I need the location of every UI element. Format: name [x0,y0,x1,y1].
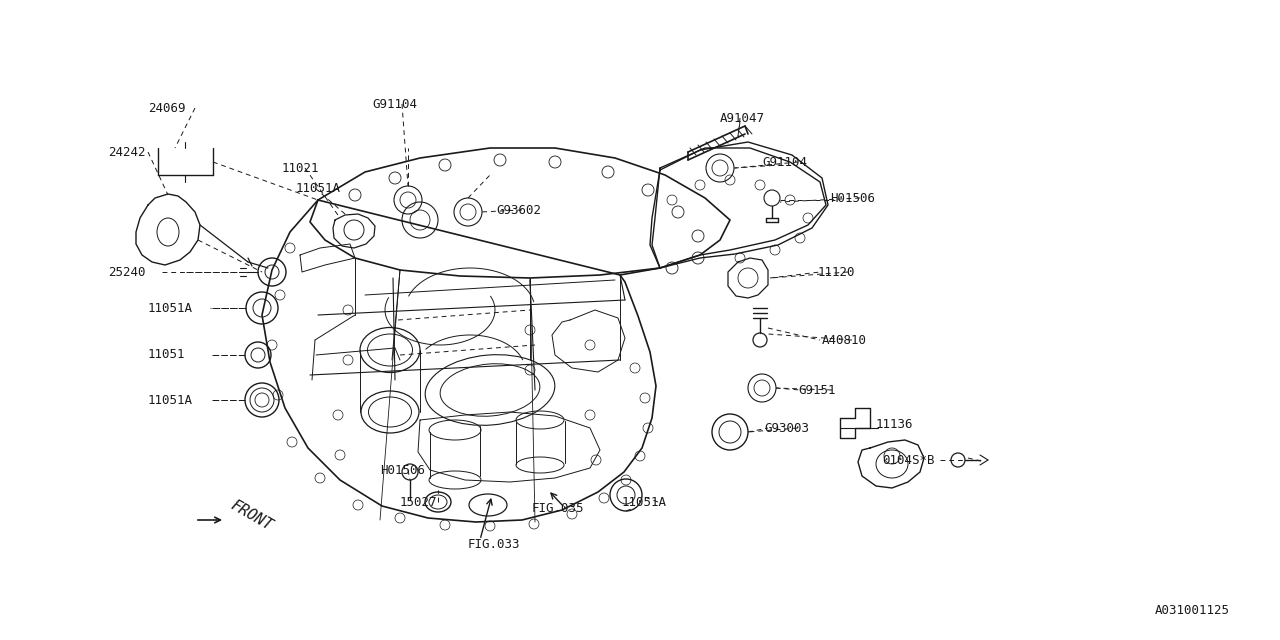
Text: G91104: G91104 [762,156,806,168]
Text: 0104S*B: 0104S*B [882,454,934,467]
Text: 24069: 24069 [148,102,186,115]
Text: 15027: 15027 [399,495,438,509]
Text: H01506: H01506 [829,191,876,205]
Text: 11120: 11120 [818,266,855,278]
Text: FIG.035: FIG.035 [532,502,585,515]
Text: 11051A: 11051A [296,182,340,195]
Text: A91047: A91047 [719,111,765,125]
Text: 24242: 24242 [108,145,146,159]
Text: G91104: G91104 [372,97,417,111]
Text: 11021: 11021 [282,161,320,175]
Text: H01506: H01506 [380,463,425,477]
Text: 11051: 11051 [148,349,186,362]
Text: 11051A: 11051A [148,394,193,406]
Text: A40810: A40810 [822,333,867,346]
Text: A031001125: A031001125 [1155,604,1230,616]
Text: FRONT: FRONT [228,498,275,534]
Text: 11051A: 11051A [622,495,667,509]
Text: G93602: G93602 [497,204,541,216]
Text: FIG.033: FIG.033 [468,538,521,552]
Text: G9151: G9151 [797,383,836,397]
Text: G93003: G93003 [764,422,809,435]
Text: 11051A: 11051A [148,301,193,314]
Text: 25240: 25240 [108,266,146,278]
Text: 11136: 11136 [876,419,914,431]
